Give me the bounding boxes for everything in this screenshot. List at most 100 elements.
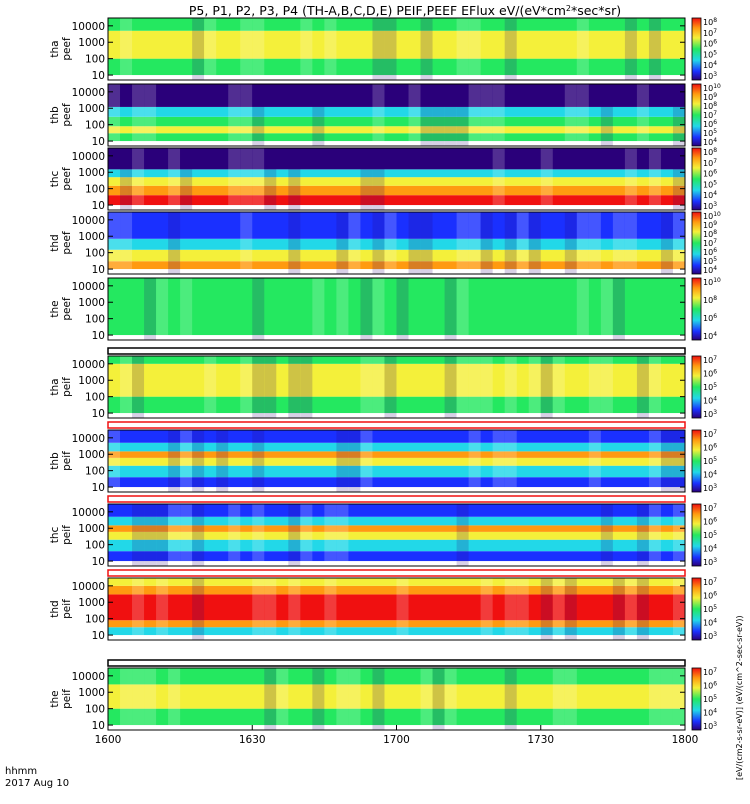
- texture-column: [420, 18, 433, 80]
- texture-column: [408, 84, 421, 146]
- colorbar: 107 106 105 104 103: [691, 503, 717, 568]
- spectrogram-texture: [132, 504, 685, 566]
- texture-column: [672, 84, 685, 146]
- colorbar-tick-label: 107: [703, 238, 717, 249]
- colorbar-tick-label: 105: [703, 128, 717, 139]
- separator-bar: [107, 659, 686, 667]
- texture-column: [372, 84, 385, 146]
- colorbar-tick-label: 106: [703, 368, 717, 379]
- texture-column: [132, 504, 145, 566]
- energy-band: [108, 442, 685, 452]
- colorbar-scale: [691, 211, 702, 275]
- x-tick-label: 1730: [527, 734, 554, 746]
- colorbar-tick-label: 105: [703, 604, 717, 615]
- texture-column: [600, 84, 613, 146]
- texture-column: [168, 212, 181, 274]
- colorbar-tick-label: 106: [703, 442, 717, 453]
- panel-thb-peef: 10000 1000 100 10 thbpeef 1010109108107106105…: [49, 83, 721, 149]
- texture-column: [672, 504, 685, 566]
- colorbar-tick-label: 103: [703, 201, 717, 212]
- y-tick-label: 100: [85, 120, 105, 132]
- colorbar-tick-label: 1010: [703, 277, 721, 288]
- y-tick-label: 10: [92, 136, 105, 148]
- colorbar-tick-label: 107: [703, 355, 717, 366]
- texture-column: [300, 504, 313, 566]
- colorbar-tick-label: 105: [703, 256, 717, 267]
- y-tick-label: 1000: [78, 523, 105, 535]
- texture-column: [156, 578, 169, 640]
- texture-column: [444, 356, 457, 418]
- texture-column: [600, 278, 613, 340]
- texture-column: [264, 148, 277, 210]
- panel-separator: [107, 569, 686, 577]
- colorbar-scale: [691, 577, 702, 641]
- texture-column: [372, 668, 385, 730]
- colorbar-tick-label: 108: [703, 295, 717, 306]
- texture-column: [372, 212, 385, 274]
- colorbar-scale: [691, 503, 702, 567]
- y-tick-label: 10000: [72, 581, 105, 593]
- y-tick-label: 100: [85, 466, 105, 478]
- energy-band: [108, 477, 685, 488]
- texture-column: [336, 212, 349, 274]
- texture-column: [288, 578, 301, 640]
- y-tick-label: 100: [85, 54, 105, 66]
- texture-column: [672, 148, 685, 210]
- texture-column: [480, 84, 493, 146]
- texture-column: [600, 356, 613, 418]
- colorbar-scale: [691, 147, 702, 211]
- texture-column: [252, 430, 265, 492]
- texture-column: [612, 212, 625, 274]
- texture-column: [180, 148, 193, 210]
- colorbar-scale: [691, 83, 702, 147]
- texture-column: [192, 504, 205, 566]
- texture-column: [348, 430, 361, 492]
- texture-column: [552, 578, 565, 640]
- texture-column: [636, 356, 649, 418]
- y-tick-label: 10: [92, 630, 105, 642]
- texture-column: [624, 18, 637, 80]
- energy-band: [108, 18, 685, 31]
- energy-band: [108, 585, 685, 595]
- energy-band: [108, 126, 685, 134]
- spectrogram-texture: [120, 18, 661, 80]
- texture-column: [480, 212, 493, 274]
- texture-column: [492, 84, 505, 146]
- y-tick-label: 100: [85, 392, 105, 404]
- texture-column: [192, 430, 205, 492]
- texture-column: [240, 84, 253, 146]
- texture-column: [372, 148, 385, 210]
- y-tick-label: 10000: [72, 87, 105, 99]
- colorbar-tick-label: 103: [703, 557, 717, 568]
- texture-column: [540, 148, 553, 210]
- energy-band: [108, 261, 685, 270]
- texture-column: [468, 430, 481, 492]
- colorbar-tick-label: 106: [703, 119, 717, 130]
- colorbar-tick-label: 1010: [703, 211, 721, 222]
- texture-column: [204, 356, 217, 418]
- texture-column: [636, 84, 649, 146]
- colorbar-tick-label: 1010: [703, 83, 721, 94]
- energy-band: [108, 195, 685, 206]
- texture-column: [228, 504, 241, 566]
- y-axis-label: thepeif: [49, 689, 73, 709]
- panel-separator: [107, 421, 686, 429]
- y-tick-label: 1000: [78, 103, 105, 115]
- texture-column: [660, 212, 673, 274]
- colorbar-tick-label: 107: [703, 429, 717, 440]
- texture-column: [252, 356, 265, 418]
- y-tick-label: 100: [85, 540, 105, 552]
- texture-column: [288, 212, 301, 274]
- texture-column: [444, 278, 457, 340]
- texture-column: [360, 148, 373, 210]
- texture-column: [348, 668, 361, 730]
- y-tick-label: 10: [92, 70, 105, 82]
- colorbar-scale: [691, 355, 702, 419]
- panel-frame: [107, 503, 686, 567]
- energy-band: [108, 58, 685, 76]
- texture-column: [504, 430, 517, 492]
- texture-column: [192, 578, 205, 640]
- texture-column: [588, 356, 601, 418]
- colorbar-scale: [691, 429, 702, 493]
